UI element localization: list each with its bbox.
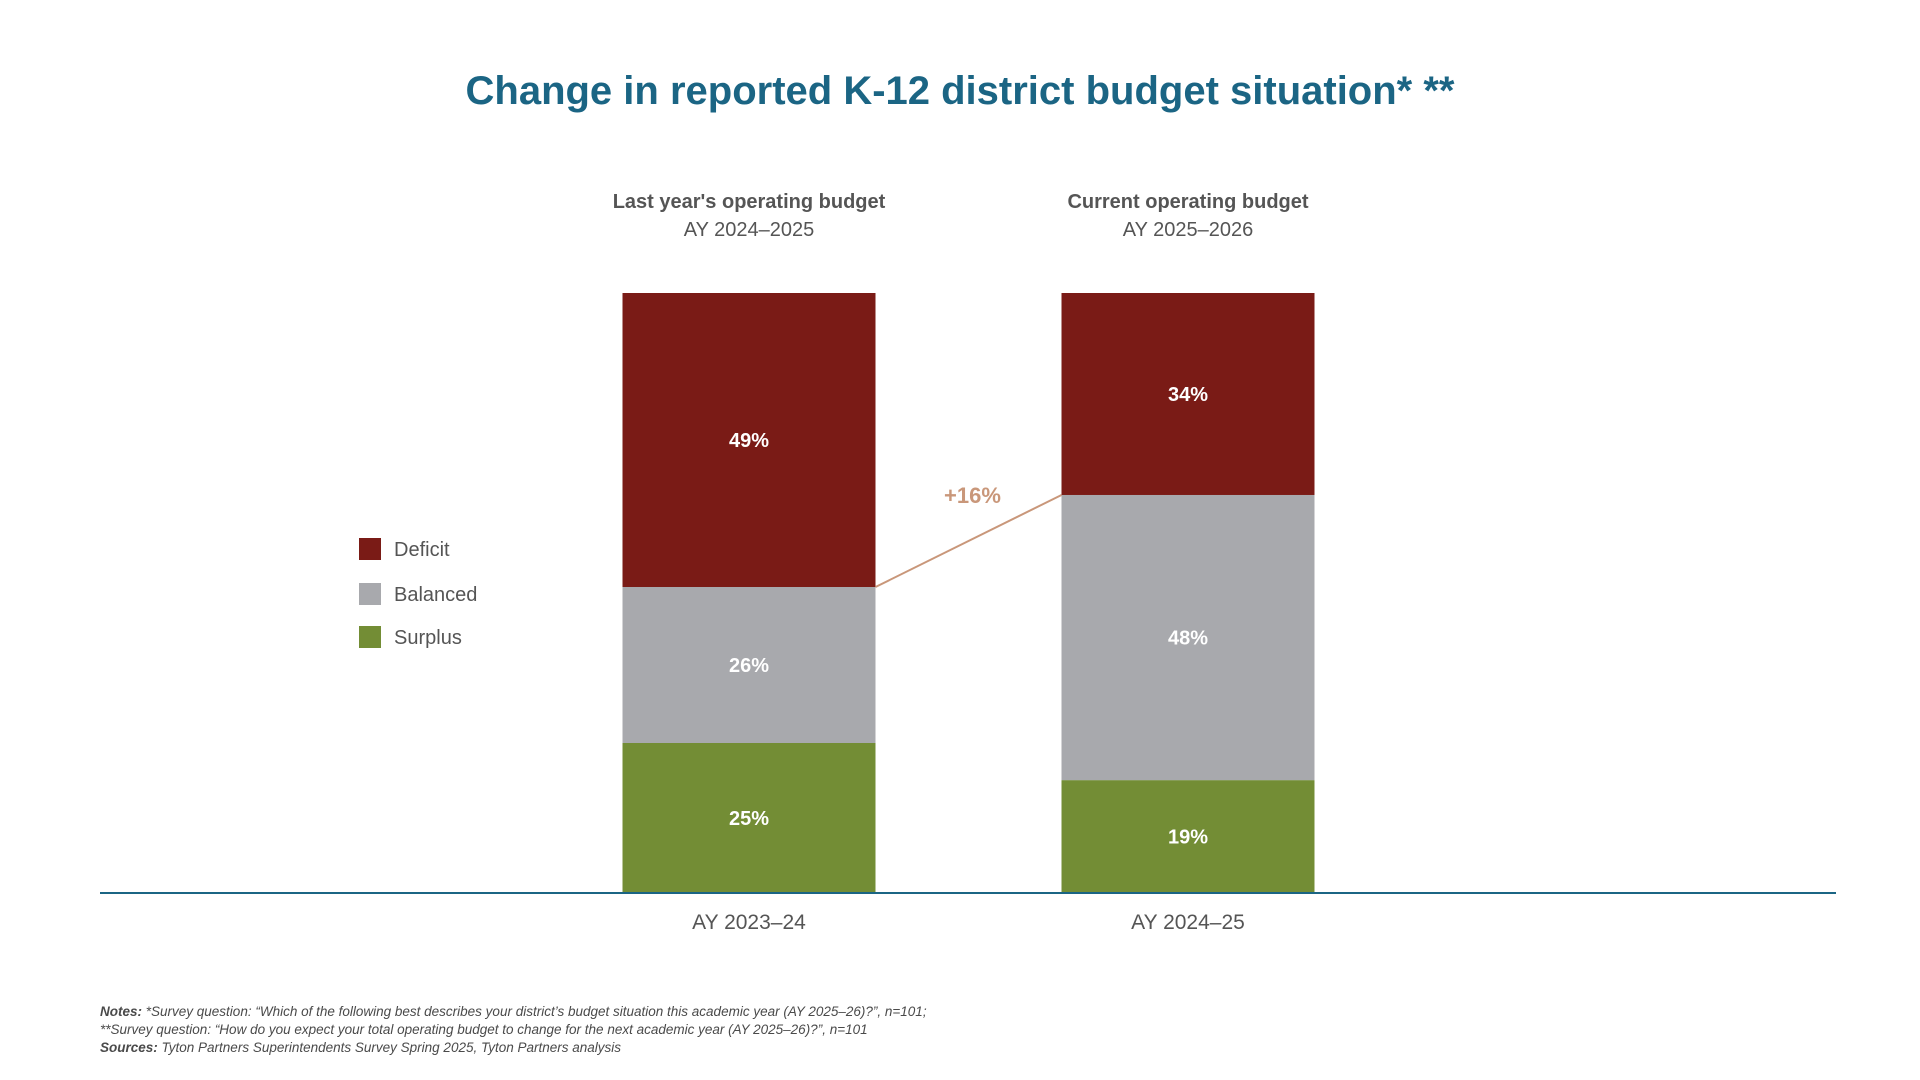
data-label: 19% bbox=[1168, 827, 1208, 849]
data-label: 49% bbox=[729, 430, 769, 452]
column-headers: Last year's operating budget AY 2024–2025… bbox=[613, 191, 1309, 241]
legend-label: Surplus bbox=[394, 627, 462, 649]
column-header-subtitle: AY 2024–2025 bbox=[684, 219, 815, 241]
legend-swatch-balanced bbox=[359, 583, 381, 605]
data-label: 48% bbox=[1168, 628, 1208, 650]
data-label: 25% bbox=[729, 808, 769, 830]
change-connector-line bbox=[875, 494, 1062, 588]
x-tick-label: AY 2023–24 bbox=[692, 911, 806, 934]
bar-segment-balanced bbox=[1061, 494, 1315, 781]
legend-label: Deficit bbox=[394, 539, 450, 561]
column-header-title: Last year's operating budget bbox=[613, 191, 886, 213]
data-label: 26% bbox=[729, 655, 769, 677]
change-annotation: +16% bbox=[875, 483, 1062, 588]
notes: Notes: *Survey question: “Which of the f… bbox=[100, 1003, 1500, 1057]
bar-segment-balanced bbox=[622, 587, 876, 743]
legend: Deficit Balanced Surplus bbox=[359, 538, 477, 649]
change-annotation-label: +16% bbox=[944, 483, 1001, 508]
column-header-title: Current operating budget bbox=[1067, 191, 1308, 213]
legend-label: Balanced bbox=[394, 584, 477, 606]
legend-swatch-surplus bbox=[359, 626, 381, 648]
bar-segment-deficit bbox=[1061, 293, 1315, 495]
x-tick-label: AY 2024–25 bbox=[1131, 911, 1245, 934]
bar-segment-deficit bbox=[622, 293, 876, 587]
data-label: 34% bbox=[1168, 384, 1208, 406]
legend-swatch-deficit bbox=[359, 538, 381, 560]
notes-line-3: Sources: Tyton Partners Superintendents … bbox=[100, 1040, 622, 1055]
stacked-bars: 25% 26% 49% 19% 48% 34% bbox=[622, 293, 1315, 893]
x-axis: AY 2023–24 AY 2024–25 bbox=[100, 892, 1836, 934]
notes-line-1: Notes: *Survey question: “Which of the f… bbox=[100, 1004, 927, 1019]
notes-line-2: **Survey question: “How do you expect yo… bbox=[100, 1022, 868, 1037]
column-header-subtitle: AY 2025–2026 bbox=[1123, 219, 1254, 241]
bar-segment-surplus bbox=[1061, 780, 1315, 893]
chart-title: Change in reported K-12 district budget … bbox=[466, 69, 1455, 113]
chart: Change in reported K-12 district budget … bbox=[100, 69, 1836, 934]
bar-segment-surplus bbox=[622, 743, 876, 893]
